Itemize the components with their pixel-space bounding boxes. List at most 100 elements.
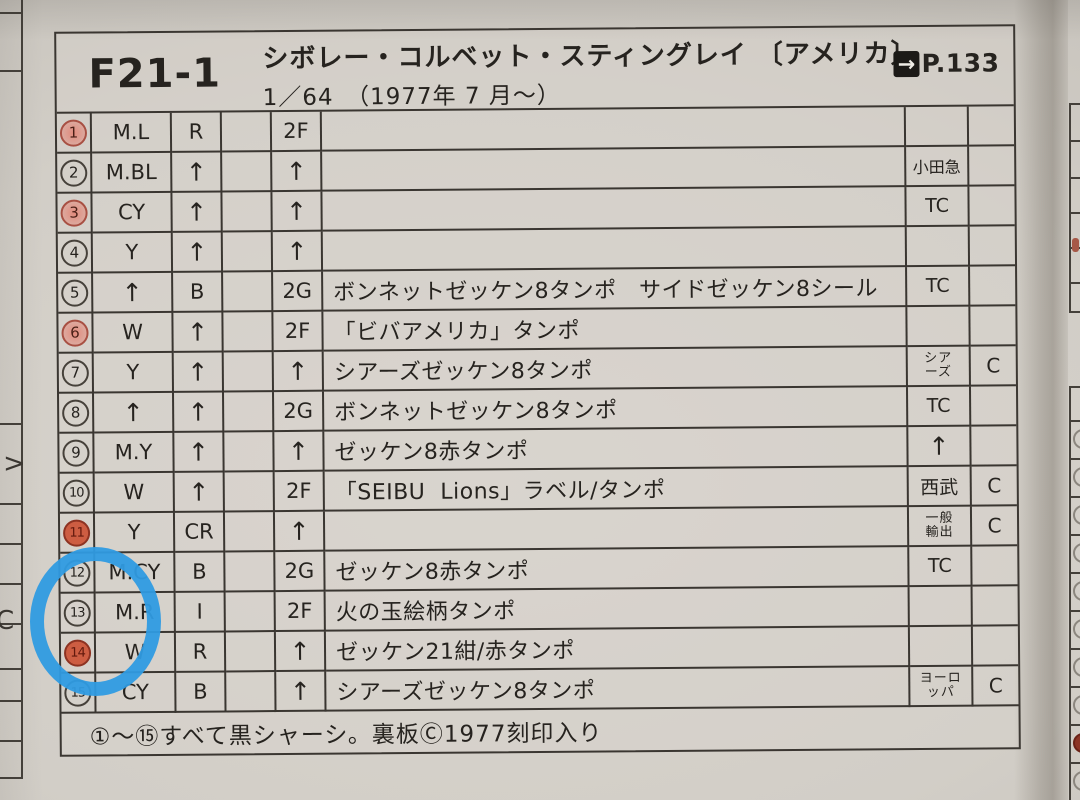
fragment-line <box>1069 103 1080 105</box>
wheel-code-cell: ↑ <box>273 351 325 393</box>
distribution-cell: 一般 輸出 <box>908 506 973 548</box>
box-code-cell: C <box>973 666 1019 707</box>
fragment-circled-number <box>1073 771 1080 791</box>
box-code-cell <box>970 306 1016 347</box>
fragment-circled-number <box>1073 619 1080 639</box>
spare-cell <box>224 392 275 433</box>
fragment-line <box>1069 496 1080 498</box>
fragment-line <box>0 623 22 625</box>
circled-number: 1 <box>59 119 88 147</box>
row-number-cell: 7 <box>58 353 95 394</box>
arrow-right-icon: → <box>893 50 920 77</box>
fragment-line <box>1069 420 1080 422</box>
description-cell: 火の玉絵柄タンポ <box>325 587 910 632</box>
description-cell: シアーズゼッケン8タンポ <box>326 667 911 712</box>
row-number-cell: 5 <box>58 273 94 314</box>
fragment-line <box>0 12 22 14</box>
fragment-circled-number <box>1073 467 1080 487</box>
color-code-cell: W <box>94 472 175 514</box>
box-code-cell <box>969 186 1015 227</box>
row-number-cell: 8 <box>59 393 95 434</box>
fragment-line <box>1069 648 1080 650</box>
circled-number: 9 <box>62 439 90 467</box>
distribution-cell: ↑ <box>908 426 972 468</box>
fragment-circled-number <box>1073 543 1080 563</box>
spare-cell <box>221 112 273 153</box>
row-number-cell: 1 <box>56 113 93 154</box>
box-code-cell <box>969 226 1016 267</box>
row-number-cell: 3 <box>57 193 93 234</box>
color-code-cell: M.BL <box>92 152 173 194</box>
circled-number: 8 <box>62 399 90 427</box>
box-code-cell <box>970 386 1017 427</box>
row-number-cell: 4 <box>57 233 94 274</box>
fragment-line <box>1069 458 1080 460</box>
box-code-cell <box>969 146 1015 187</box>
description-cell: ゼッケン8赤タンポ <box>325 547 910 592</box>
box-code-cell <box>972 626 1019 667</box>
wheel-code-cell: 2F <box>275 591 326 633</box>
spare-cell <box>222 192 273 233</box>
row-number-cell: 2 <box>57 153 93 194</box>
spare-cell <box>225 592 276 633</box>
second-code-cell: CR <box>174 512 226 553</box>
box-code-cell: C <box>970 346 1016 387</box>
description-cell <box>321 107 907 152</box>
wheel-code-cell: 2G <box>275 551 326 593</box>
second-code-cell: ↑ <box>172 192 223 233</box>
second-code-cell: ↑ <box>174 432 225 473</box>
distribution-cell <box>905 106 970 148</box>
box-code-cell <box>972 546 1018 587</box>
distribution-cell: 西武 <box>908 466 972 508</box>
color-code-cell: ↑ <box>93 272 174 314</box>
fragment-circled-number-marked <box>1073 733 1080 753</box>
second-code-cell: ↑ <box>173 312 224 353</box>
adjacent-table-fragment-right <box>1066 0 1080 800</box>
fragment-line <box>1069 212 1080 214</box>
fragment-circled-number <box>1073 505 1080 525</box>
fragment-line <box>0 543 22 545</box>
fragment-line <box>1069 572 1080 574</box>
circled-number: 6 <box>61 319 89 347</box>
description-cell: ゼッケン21紺/赤タンポ <box>325 627 911 672</box>
fragment-line <box>1069 386 1071 800</box>
wheel-code-cell: ↑ <box>274 431 325 473</box>
distribution-cell: TC <box>907 266 971 308</box>
spare-cell <box>225 552 276 593</box>
wheel-code-cell: 2G <box>274 391 325 433</box>
description-cell <box>322 227 908 272</box>
fragment-line <box>1069 762 1080 764</box>
description-cell <box>324 507 910 552</box>
color-code-cell: CY <box>92 192 173 234</box>
spare-cell <box>224 432 275 473</box>
circled-number: 2 <box>60 159 88 187</box>
wheel-code-cell: ↑ <box>272 191 323 233</box>
distribution-cell: ヨーロ ッパ <box>910 666 974 708</box>
fragment-line <box>0 583 22 585</box>
table-header: F21-1 シボレー・コルベット・スティングレイ 〔アメリカ〕 1／64 （19… <box>56 26 1014 114</box>
wheel-code-cell: ↑ <box>274 511 326 553</box>
box-code-cell <box>968 106 1015 147</box>
circled-number: 4 <box>60 239 89 267</box>
page-ref-label: P.133 <box>921 48 1000 78</box>
wheel-code-cell: ↑ <box>272 231 324 273</box>
fragment-line <box>21 0 23 779</box>
wheel-code-cell: ↑ <box>272 151 323 193</box>
spare-cell <box>222 232 274 273</box>
fragment-circled-number <box>1073 695 1080 715</box>
box-code-cell: C <box>971 506 1018 547</box>
color-code-cell: Y <box>92 232 174 274</box>
color-code-cell: M.Y <box>94 432 175 474</box>
spare-cell <box>222 152 273 193</box>
fragment-line <box>0 740 22 742</box>
description-cell <box>322 187 907 232</box>
scale-and-date: 1／64 （1977年 7 月～） <box>262 82 561 112</box>
color-code-cell: ↑ <box>94 392 175 434</box>
second-code-cell: ↑ <box>172 232 224 273</box>
fragment-circled-number <box>1073 429 1080 449</box>
fragment-line <box>1069 282 1080 284</box>
fragment-line <box>1069 311 1080 313</box>
color-code-cell: W <box>93 312 174 354</box>
wheel-code-cell: ↑ <box>276 671 327 713</box>
